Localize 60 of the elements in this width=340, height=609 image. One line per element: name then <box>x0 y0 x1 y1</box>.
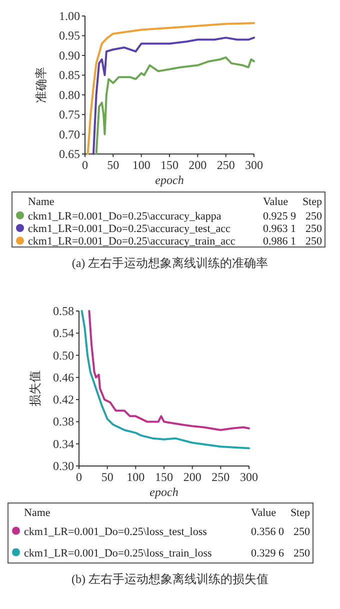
text: 0.986 1 <box>263 236 296 248</box>
text: 0.963 1 <box>263 223 296 235</box>
x-tick-label: 200 <box>188 158 207 172</box>
text: (a) 左右手运动想象离线训练的准确率 <box>72 256 268 270</box>
x-tick-label: 150 <box>155 470 173 484</box>
y-tick-label: 0.70 <box>59 127 80 142</box>
legend-label: ckm1_LR=0.001_Do=0.25\accuracy_test_acc <box>28 223 231 235</box>
text: Step <box>290 507 310 519</box>
legend-label: ckm1_LR=0.001_Do=0.25\accuracy_kappa <box>28 210 222 222</box>
y-tick-label: 0.34 <box>53 436 74 451</box>
text: 250 <box>294 547 310 560</box>
text: 0.356 0 <box>251 526 284 538</box>
y-axis-title: 损失值 <box>28 370 42 406</box>
text: 250 <box>306 236 322 248</box>
text: (b) 左右手运动想象离线训练的损失值 <box>72 572 268 586</box>
x-tick-label: 300 <box>245 158 263 172</box>
y-tick-label: 0.30 <box>53 459 74 473</box>
text: 250 <box>294 526 310 538</box>
y-tick-label: 0.42 <box>53 392 74 407</box>
legend-label: ckm1_LR=0.001_Do=0.25\loss_test_loss <box>24 526 207 538</box>
y-tick-label: 0.85 <box>59 68 80 82</box>
text: 0.925 9 <box>263 210 296 222</box>
y-tick-label: 0.54 <box>53 326 74 340</box>
y-tick-label: 0.50 <box>53 348 74 362</box>
y-tick-label: 0.90 <box>59 48 80 62</box>
x-tick-label: 250 <box>212 470 230 484</box>
x-tick-label: 100 <box>132 158 150 172</box>
text: Step <box>302 196 322 208</box>
y-tick-label: 0.65 <box>59 147 80 161</box>
text: Value <box>263 196 288 208</box>
x-tick-label: 100 <box>126 470 145 484</box>
y-tick-label: 0.58 <box>53 304 74 318</box>
x-tick-label: 50 <box>101 470 114 484</box>
x-tick-label: 0 <box>76 470 82 484</box>
text: Value <box>251 507 276 519</box>
y-tick-label: 0.38 <box>53 414 74 429</box>
text: 0.329 6 <box>251 547 284 560</box>
x-tick-label: 0 <box>82 158 88 172</box>
line-series <box>95 56 255 155</box>
legend-title: Name <box>24 507 50 519</box>
x-tick-label: 50 <box>107 158 120 172</box>
x-tick-label: 300 <box>240 470 258 484</box>
line-series <box>80 310 250 450</box>
x-axis-title: epoch <box>150 485 178 499</box>
x-tick-label: 250 <box>216 158 235 172</box>
y-tick-label: 0.75 <box>59 108 80 122</box>
y-tick-label: 0.46 <box>53 370 74 384</box>
y-tick-label: 0.95 <box>59 28 80 43</box>
legend-title: Name <box>28 196 54 208</box>
y-axis-title: 准确率 <box>34 67 48 103</box>
y-tick-label: 0.80 <box>59 88 80 102</box>
x-tick-label: 150 <box>160 158 178 172</box>
text: 250 <box>306 210 322 222</box>
line-series <box>88 310 250 432</box>
legend-label: ckm1_LR=0.001_Do=0.25\accuracy_train_acc <box>28 236 236 248</box>
text: 250 <box>306 223 322 235</box>
x-axis-title: epoch <box>155 173 184 187</box>
x-tick-label: 200 <box>183 470 202 484</box>
legend-label: ckm1_LR=0.001_Do=0.25\loss_train_loss <box>24 547 212 560</box>
y-tick-label: 1.00 <box>59 9 80 23</box>
